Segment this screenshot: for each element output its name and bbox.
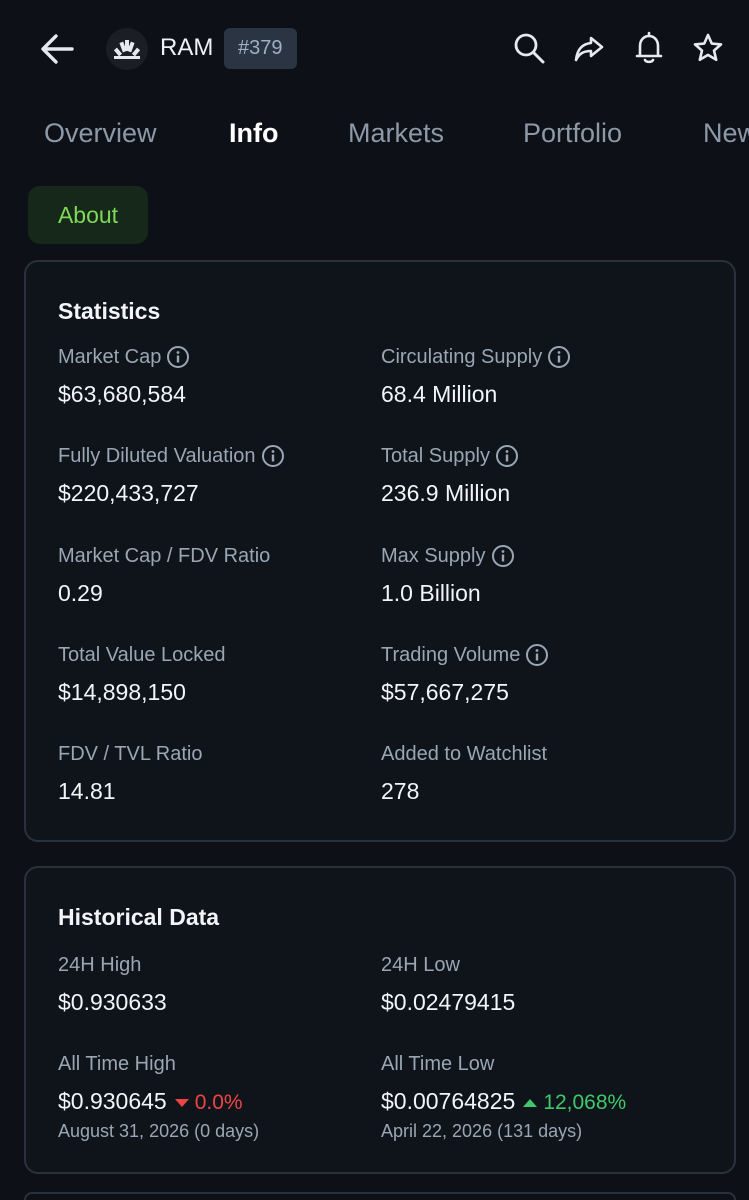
- stat-total-value-locked: Total Value Locked $14,898,150: [58, 642, 226, 706]
- info-icon[interactable]: [525, 643, 549, 667]
- atl-date: April 22, 2026 (131 days): [381, 1121, 583, 1141]
- stat-added-to-watchlist: Added to Watchlist 278: [381, 741, 547, 805]
- bell-icon[interactable]: [631, 30, 667, 66]
- info-icon[interactable]: [166, 345, 190, 369]
- stat-value: 68.4 Million: [381, 381, 498, 407]
- stat-label: Added to Watchlist: [381, 743, 548, 765]
- stat-value: $14,898,150: [58, 679, 186, 705]
- stat-value: 278: [381, 778, 420, 804]
- up-triangle-icon: [523, 1098, 538, 1107]
- stat-value: $0.930645: [58, 1088, 167, 1114]
- info-icon[interactable]: [495, 444, 519, 468]
- stat-max-supply: Max Supply 1.0 Billion: [381, 543, 515, 607]
- stat-label: Circulating Supply: [381, 346, 543, 368]
- stat-value: 14.81: [58, 778, 116, 804]
- share-icon[interactable]: [571, 30, 607, 66]
- stat-circulating-supply: Circulating Supply 68.4 Million: [381, 344, 571, 408]
- atl-change: 12,068%: [543, 1091, 627, 1114]
- historical-data-card: Historical Data 24H High $0.930633 24H L…: [24, 866, 736, 1174]
- statistics-card: Statistics Market Cap $63,680,584 Circul…: [24, 260, 736, 842]
- stat-value: $0.02479415: [381, 989, 516, 1015]
- tab-news[interactable]: News: [703, 118, 749, 148]
- tab-portfolio[interactable]: Portfolio: [523, 118, 623, 148]
- back-arrow-icon[interactable]: [38, 30, 76, 68]
- stat-value: 0.29: [58, 580, 103, 606]
- stat-value: $220,433,727: [58, 480, 199, 506]
- stat-value: $63,680,584: [58, 381, 186, 407]
- stat-fdv-tvl-ratio: FDV / TVL Ratio 14.81: [58, 741, 203, 805]
- statistics-title: Statistics: [58, 298, 161, 324]
- coin-name: RAM: [160, 34, 214, 61]
- stat-value: $0.00764825: [381, 1088, 516, 1114]
- rank-badge: #379: [224, 28, 297, 69]
- stat-label: All Time Low: [381, 1053, 495, 1075]
- about-chip[interactable]: About: [28, 186, 148, 244]
- stat-trading-volume: Trading Volume $57,667,275: [381, 642, 549, 706]
- tab-info[interactable]: Info: [229, 118, 279, 148]
- stat-fully-diluted-valuation: Fully Diluted Valuation $220,433,727: [58, 443, 285, 507]
- stat-24h-high: 24H High $0.930633: [58, 952, 167, 1016]
- stat-label: Fully Diluted Valuation: [58, 445, 256, 467]
- down-triangle-icon: [174, 1098, 189, 1107]
- stat-label: Total Value Locked: [58, 644, 226, 666]
- stat-label: Market Cap: [58, 346, 162, 368]
- stat-value: $57,667,275: [381, 679, 509, 705]
- stat-all-time-high: All Time High $0.930645 0.0% August 31, 2…: [58, 1051, 259, 1142]
- stat-label: All Time High: [58, 1053, 176, 1075]
- stat-all-time-low: All Time Low $0.00764825 12,068% April 22…: [381, 1051, 626, 1142]
- tab-bar: Overview Info Markets Portfolio News: [0, 108, 749, 160]
- info-icon[interactable]: [261, 444, 285, 468]
- tab-markets[interactable]: Markets: [348, 118, 445, 148]
- star-icon[interactable]: [690, 30, 726, 66]
- stat-label: Max Supply: [381, 545, 486, 567]
- coin-logo-icon: [106, 28, 148, 70]
- stat-mcap-fdv-ratio: Market Cap / FDV Ratio 0.29: [58, 543, 270, 607]
- stat-total-supply: Total Supply 236.9 Million: [381, 443, 519, 507]
- app-header: RAM #379: [0, 0, 749, 98]
- info-icon[interactable]: [547, 345, 571, 369]
- stat-market-cap: Market Cap $63,680,584: [58, 344, 190, 408]
- next-card-edge: [24, 1192, 736, 1200]
- stat-value: $0.930633: [58, 989, 167, 1015]
- stat-label: Total Supply: [381, 445, 490, 467]
- search-icon[interactable]: [511, 30, 547, 66]
- stat-24h-low: 24H Low $0.02479415: [381, 952, 515, 1016]
- ath-date: August 31, 2026 (0 days): [58, 1121, 260, 1141]
- stat-label: 24H High: [58, 954, 142, 976]
- stat-label: 24H Low: [381, 954, 460, 976]
- stat-label: FDV / TVL Ratio: [58, 743, 203, 765]
- stat-value: 236.9 Million: [381, 480, 511, 506]
- info-icon[interactable]: [491, 544, 515, 568]
- historical-title: Historical Data: [58, 904, 220, 930]
- ath-change: 0.0%: [194, 1091, 243, 1114]
- tab-overview[interactable]: Overview: [44, 118, 157, 148]
- stat-label: Market Cap / FDV Ratio: [58, 545, 271, 567]
- stat-value: 1.0 Billion: [381, 580, 481, 606]
- stat-label: Trading Volume: [381, 644, 521, 666]
